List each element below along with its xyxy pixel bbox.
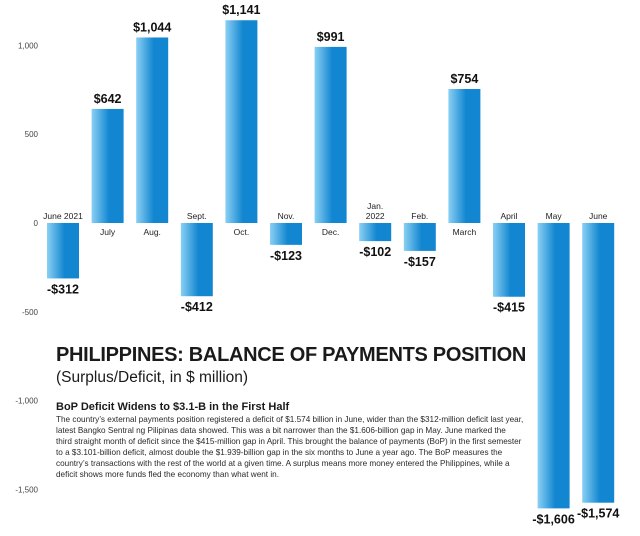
data-label: -$102 [359, 245, 391, 259]
category-label: June 2021 [43, 211, 83, 221]
y-axis: 1,000 500 0 -500 -1,000 -1,500 [15, 41, 38, 494]
bar [359, 223, 392, 242]
bar [180, 223, 213, 297]
y-tick-label: -500 [22, 308, 39, 317]
chart-subtitle: (Surplus/Deficit, in $ million) [56, 369, 249, 386]
bars-group [47, 20, 615, 509]
bar [493, 223, 525, 297]
data-label: -$312 [47, 282, 79, 296]
category-label: Dec. [322, 227, 339, 237]
category-label: Feb. [411, 211, 428, 221]
chart-title: PHILIPPINES: BALANCE OF PAYMENTS POSITIO… [56, 344, 526, 366]
category-label: April [500, 211, 517, 221]
category-label: July [100, 227, 116, 237]
bar [136, 37, 169, 223]
y-tick-label: 1,000 [18, 41, 39, 50]
category-label: June [589, 211, 608, 221]
article-heading: BoP Deficit Widens to $3.1-B in the Firs… [56, 401, 290, 413]
category-label: Sept. [187, 211, 207, 221]
bar [91, 108, 124, 223]
data-label: $991 [317, 30, 345, 44]
data-label: -$1,606 [532, 512, 574, 526]
category-label: March [453, 227, 477, 237]
bar [537, 223, 570, 509]
bar [270, 223, 302, 245]
data-label: $1,141 [222, 3, 260, 17]
bar [314, 46, 347, 224]
data-label: $1,044 [133, 20, 171, 34]
value-labels: -$312 $642 $1,044 -$412 $1,141 -$123 $991 -$102… [47, 3, 619, 526]
data-label: -$415 [493, 301, 525, 315]
y-tick-label: -1,500 [15, 486, 38, 495]
category-label: Aug. [143, 227, 161, 237]
category-label: Nov. [278, 211, 295, 221]
data-label: $754 [450, 72, 478, 86]
bar [47, 223, 79, 279]
data-label: $642 [94, 92, 122, 106]
bar [448, 89, 481, 224]
data-label: -$123 [270, 249, 302, 263]
article-body: The country’s external payments position… [56, 415, 524, 479]
y-tick-label: -1,000 [15, 397, 38, 406]
bar [225, 20, 258, 224]
category-label: May [546, 211, 563, 221]
text-block: PHILIPPINES: BALANCE OF PAYMENTS POSITIO… [56, 344, 526, 480]
category-label: Jan. 2022 [366, 201, 385, 221]
category-labels: June 2021 July Aug. Sept. Oct. Nov. Dec. Jan. 20… [43, 201, 608, 237]
y-tick-label: 0 [34, 219, 39, 228]
y-tick-label: 500 [25, 130, 39, 139]
bar [582, 223, 615, 503]
data-label: -$1,574 [577, 507, 619, 521]
data-label: -$157 [404, 255, 436, 269]
category-label: Oct. [234, 227, 250, 237]
bar [403, 223, 436, 251]
data-label: -$412 [181, 300, 213, 314]
